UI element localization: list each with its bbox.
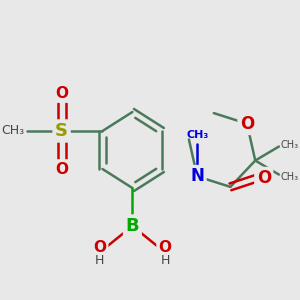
Text: O: O (55, 85, 68, 100)
Text: CH₃: CH₃ (281, 172, 299, 182)
Text: S: S (55, 122, 68, 140)
Text: B: B (126, 217, 139, 235)
Text: CH₃: CH₃ (281, 140, 299, 149)
Text: N: N (190, 167, 204, 185)
Text: O: O (159, 241, 172, 256)
Text: O: O (93, 241, 106, 256)
Text: H: H (95, 254, 104, 268)
Text: H: H (160, 254, 170, 268)
Text: CH₃: CH₃ (186, 130, 208, 140)
Text: O: O (240, 115, 254, 133)
Text: CH₃: CH₃ (1, 124, 24, 137)
Text: O: O (256, 169, 271, 187)
Text: O: O (55, 161, 68, 176)
